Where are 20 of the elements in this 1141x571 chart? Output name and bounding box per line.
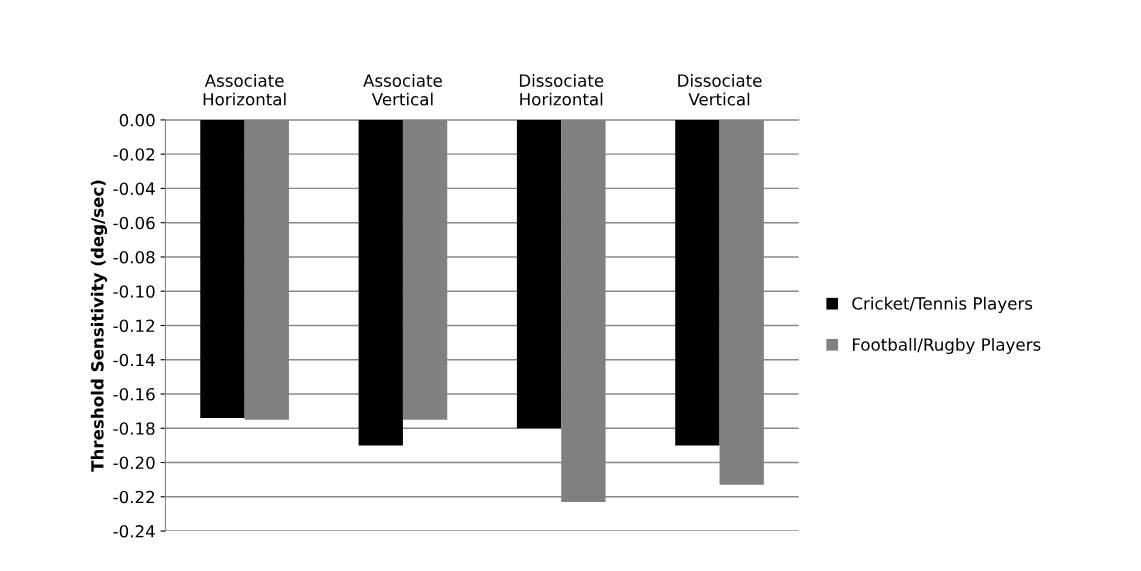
x-tick-label: Dissociate Vertical [678,74,762,106]
y-tick-label: -0.12 [113,319,155,333]
y-tick-label: -0.10 [113,285,155,298]
x-tick-label: Associate Vertical [363,74,442,106]
x-tick-label: Dissociate Horizontal [519,74,604,106]
y-tick-label: 0.00 [119,113,155,127]
y-tick-label: -0.18 [113,422,155,435]
y-tick-label: -0.02 [113,148,155,161]
y-axis-title: Threshold Sensitivity (deg/sec) [90,180,108,472]
y-tick-label: -0.04 [113,182,155,195]
y-tick-label: -0.06 [113,216,155,230]
y-tick-label: -0.20 [113,456,155,470]
y-tick-label: -0.24 [113,524,155,538]
legend-label: Cricket/Tennis Players [852,296,1033,313]
y-tick-label: -0.14 [113,353,155,367]
y-tick-label: -0.16 [113,387,155,401]
legend-label: Football/Rugby Players [853,337,1041,355]
x-tick-label: Associate Horizontal [203,74,286,106]
y-tick-label: -0.22 [113,490,155,504]
y-tick-label: -0.08 [113,250,155,264]
